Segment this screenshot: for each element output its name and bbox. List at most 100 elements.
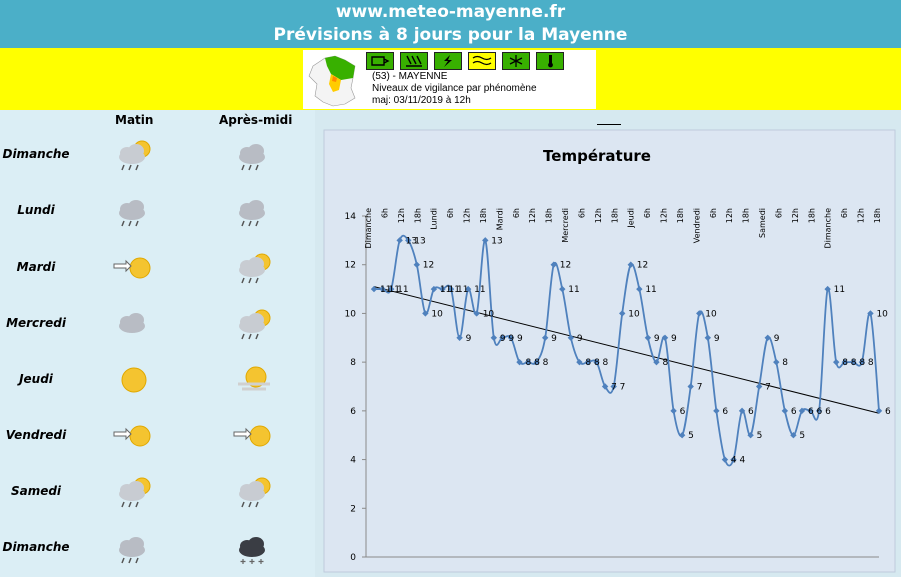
sun-wind-icon — [110, 250, 158, 286]
data-point — [644, 334, 652, 341]
data-point — [841, 358, 848, 366]
y-tick-label: 12 — [345, 261, 356, 271]
x-tick-label: 6h — [446, 208, 455, 218]
data-point — [824, 285, 831, 293]
x-tick-label: 12h — [594, 208, 603, 223]
data-label: 9 — [466, 334, 472, 344]
data-label: 6 — [680, 407, 686, 417]
sun-cloud-rain-icon — [230, 306, 278, 342]
data-label: 8 — [868, 358, 874, 368]
morning-column-header: Matin — [115, 113, 154, 127]
dark-cloud-snow-icon — [230, 530, 278, 566]
x-tick-label: 18h — [807, 208, 816, 223]
data-label: 6 — [722, 407, 728, 417]
data-point — [576, 358, 583, 366]
data-point — [653, 358, 660, 366]
heat-cold-icon[interactable] — [536, 52, 564, 70]
trendline — [373, 286, 880, 414]
data-point — [422, 310, 429, 317]
x-tick-label: 18h — [545, 208, 554, 223]
data-point — [379, 285, 386, 293]
wind-icon[interactable] — [366, 52, 394, 70]
x-tick-label: Lundi — [430, 208, 439, 230]
page-title: Prévisions à 8 jours pour la Mayenne — [273, 25, 628, 45]
data-point — [875, 407, 883, 415]
x-tick-label: Dimanche — [824, 208, 833, 249]
data-label: 8 — [585, 358, 591, 368]
data-label: 9 — [508, 334, 514, 344]
sun-icon — [110, 362, 158, 398]
x-tick-label: 12h — [463, 208, 472, 223]
data-point — [858, 358, 866, 366]
x-tick-label: 12h — [725, 208, 734, 223]
flood-icon[interactable] — [468, 52, 496, 70]
x-tick-label: 12h — [791, 208, 800, 223]
data-label: 11 — [440, 285, 451, 295]
data-label: 6 — [748, 407, 754, 417]
data-label: 7 — [765, 383, 771, 393]
afternoon-column-header: Après-midi — [219, 113, 293, 127]
data-point — [687, 383, 694, 390]
data-label: 8 — [851, 358, 857, 368]
data-label: 6 — [808, 407, 814, 417]
data-point — [721, 456, 729, 463]
data-point — [807, 407, 814, 415]
x-tick-label: 12h — [528, 208, 537, 223]
y-tick-label: 0 — [350, 553, 356, 563]
data-label: 6 — [791, 407, 797, 417]
day-label: Mercredi — [6, 316, 66, 330]
snow-ice-icon[interactable] — [502, 52, 530, 70]
data-point — [490, 334, 498, 341]
data-label: 11 — [457, 285, 468, 295]
vigilance-subtitle: Niveaux de vigilance par phénomène — [372, 83, 537, 94]
x-tick-label: 6h — [577, 208, 586, 218]
data-point — [755, 383, 763, 390]
sun-wind-icon — [110, 418, 158, 454]
data-label: 5 — [688, 431, 694, 441]
data-label: 12 — [423, 261, 434, 271]
data-label: 9 — [517, 334, 523, 344]
rain-flood-icon[interactable] — [400, 52, 428, 70]
sun-cloud-rain-icon — [110, 137, 158, 173]
data-label: 7 — [697, 383, 703, 393]
x-tick-label: 6h — [840, 208, 849, 218]
x-tick-label: 12h — [857, 208, 866, 223]
data-point — [396, 237, 403, 244]
data-label: 8 — [842, 358, 848, 368]
data-label: 9 — [577, 334, 583, 344]
data-label: 9 — [714, 334, 720, 344]
data-point — [413, 261, 420, 268]
data-point — [704, 334, 712, 341]
data-point — [482, 237, 489, 244]
data-point — [773, 358, 780, 366]
data-point — [610, 383, 617, 390]
data-label: 11 — [568, 285, 579, 295]
data-label: 10 — [431, 309, 443, 319]
data-label: 11 — [834, 285, 845, 295]
data-point — [764, 334, 771, 341]
data-label: 11 — [645, 285, 656, 295]
data-point — [747, 432, 754, 439]
y-tick-label: 6 — [350, 407, 356, 417]
sun-cloud-rain-icon — [230, 250, 278, 286]
data-point — [456, 334, 463, 341]
thunderstorm-icon[interactable] — [434, 52, 462, 70]
data-label: 13 — [414, 236, 425, 246]
x-tick-label: Vendredi — [692, 208, 701, 243]
data-label: 11 — [397, 285, 408, 295]
data-label: 11 — [389, 285, 400, 295]
data-label: 9 — [551, 334, 557, 344]
data-point — [430, 285, 438, 293]
data-label: 6 — [825, 407, 831, 417]
data-label: 8 — [526, 358, 532, 368]
x-tick-label: 12h — [660, 208, 669, 223]
data-label: 6 — [817, 407, 823, 417]
x-tick-label: Samedi — [758, 208, 767, 238]
data-label: 9 — [500, 334, 506, 344]
site-url[interactable]: www.meteo-mayenne.fr — [335, 2, 566, 22]
data-point — [516, 358, 523, 366]
cloud-rain-icon — [110, 193, 158, 229]
data-label: 4 — [739, 456, 745, 466]
data-point — [567, 334, 575, 341]
data-point — [713, 407, 720, 415]
